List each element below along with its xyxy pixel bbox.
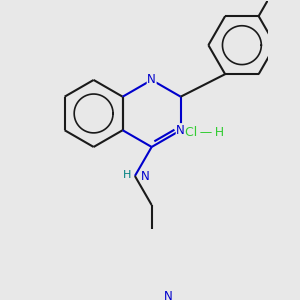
Text: N: N [176,124,185,137]
Text: N: N [147,74,156,86]
Text: N: N [164,290,173,300]
Text: N: N [141,170,150,183]
Text: Cl — H: Cl — H [185,126,224,139]
Text: H: H [123,170,132,180]
